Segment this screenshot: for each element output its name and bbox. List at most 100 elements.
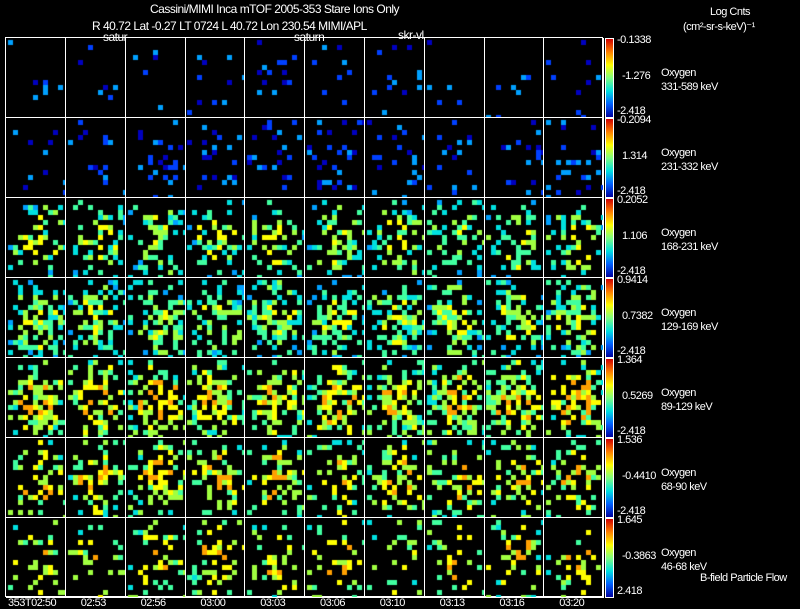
ephemeris-line: R 40.72 Lat -0.27 LT 0724 L 40.72 Lon 23…	[92, 19, 367, 33]
row-species-label: Oxygen	[661, 67, 696, 79]
image-cell	[484, 118, 545, 198]
image-cell	[125, 198, 186, 278]
image-cell	[305, 278, 365, 358]
colorbar	[605, 38, 614, 118]
image-cell	[484, 278, 545, 358]
time-tick-label: 03:13	[439, 597, 466, 609]
colorbar-max-label: 1.645	[617, 514, 643, 526]
row-species-label: Oxygen	[661, 547, 696, 559]
image-cell	[185, 358, 246, 438]
image-cell	[544, 278, 605, 358]
image-cell	[185, 198, 246, 278]
image-cell	[6, 38, 66, 118]
image-cell	[245, 358, 306, 438]
image-cell	[364, 438, 425, 518]
image-cell	[484, 38, 545, 118]
colorbar	[605, 358, 614, 438]
image-cell	[364, 518, 425, 598]
image-cell	[305, 38, 365, 118]
row-energy-label: 331-589 keV	[661, 81, 718, 93]
time-tick-label: 03:00	[200, 597, 226, 609]
image-cell	[484, 198, 545, 278]
colorbar-mid-label: 0.7382	[622, 310, 653, 322]
image-cell	[544, 38, 605, 118]
image-cell	[6, 358, 66, 438]
colorbar	[605, 118, 614, 198]
image-cell	[65, 198, 126, 278]
units-label: Log Cnts	[710, 6, 751, 18]
row-species-label: Oxygen	[661, 147, 696, 159]
colorbar-min-label: -2.418	[617, 105, 646, 117]
plot-title: Cassini/MIMI Inca mTOF 2005-353 Stare Io…	[150, 2, 400, 16]
image-cell	[65, 118, 126, 198]
image-cell	[424, 438, 485, 518]
image-cell	[424, 118, 485, 198]
image-cell	[185, 118, 246, 198]
image-cell	[125, 278, 186, 358]
image-cell	[125, 38, 186, 118]
time-tick-label: 353T02:50	[8, 597, 57, 609]
colorbar-max-label: -0.1338	[617, 34, 651, 46]
image-cell	[484, 358, 545, 438]
image-cell	[6, 278, 66, 358]
row-energy-label: 231-332 keV	[661, 161, 718, 173]
time-tick-label: 03:20	[559, 597, 585, 609]
image-cell	[305, 438, 365, 518]
row-species-label: Oxygen	[661, 387, 696, 399]
image-cell	[424, 278, 485, 358]
image-cell	[125, 518, 186, 598]
time-tick-label: 03:10	[379, 597, 406, 609]
image-cell	[424, 38, 485, 118]
image-cell	[364, 358, 425, 438]
colorbar-mid-label: 1.314	[622, 150, 648, 162]
colorbar-mid-label: 0.5269	[622, 390, 653, 402]
time-tick-label: 02:56	[140, 597, 167, 609]
image-cell	[6, 438, 66, 518]
row-energy-label: 46-68 keV	[661, 561, 707, 573]
colorbar-mid-label: -1.276	[622, 70, 651, 82]
image-cell	[305, 518, 365, 598]
colorbar	[605, 278, 614, 358]
colorbar-max-label: 1.536	[617, 434, 643, 446]
image-cell	[65, 278, 126, 358]
image-cell	[65, 438, 126, 518]
colorbar-min-label: -2.418	[617, 425, 646, 437]
image-cell	[544, 438, 605, 518]
time-tick-label: 03:03	[260, 597, 286, 609]
image-cell	[484, 518, 545, 598]
image-cell	[305, 198, 365, 278]
image-cell	[305, 118, 365, 198]
colorbar	[605, 438, 614, 518]
image-cell	[245, 198, 306, 278]
row-energy-label: 68-90 keV	[661, 481, 707, 493]
image-cell	[6, 518, 66, 598]
image-cell	[185, 438, 246, 518]
colorbar-min-label: -2.418	[617, 345, 646, 357]
image-cell	[424, 358, 485, 438]
colorbar-max-label: 0.2052	[617, 194, 648, 206]
image-cell	[544, 118, 605, 198]
image-cell	[65, 518, 126, 598]
image-cell	[245, 518, 306, 598]
image-grid	[5, 37, 605, 598]
image-cell	[245, 118, 306, 198]
row-species-label: Oxygen	[661, 307, 696, 319]
image-cell	[6, 198, 66, 278]
image-cell	[65, 38, 126, 118]
image-cell	[185, 518, 246, 598]
image-cell	[125, 118, 186, 198]
image-cell	[364, 278, 425, 358]
image-cell	[364, 118, 425, 198]
image-cell	[424, 198, 485, 278]
image-cell	[245, 38, 306, 118]
colorbar-max-label: 1.364	[617, 354, 643, 366]
image-cell	[544, 518, 605, 598]
image-cell	[364, 38, 425, 118]
colorbar-mid-label: -0.4410	[622, 470, 656, 482]
image-cell	[424, 518, 485, 598]
colorbar-mid-label: 1.106	[622, 230, 648, 242]
image-cell	[544, 358, 605, 438]
row-species-label: Oxygen	[661, 227, 696, 239]
image-cell	[484, 438, 545, 518]
colorbar-mid-label: -0.3863	[622, 550, 656, 562]
